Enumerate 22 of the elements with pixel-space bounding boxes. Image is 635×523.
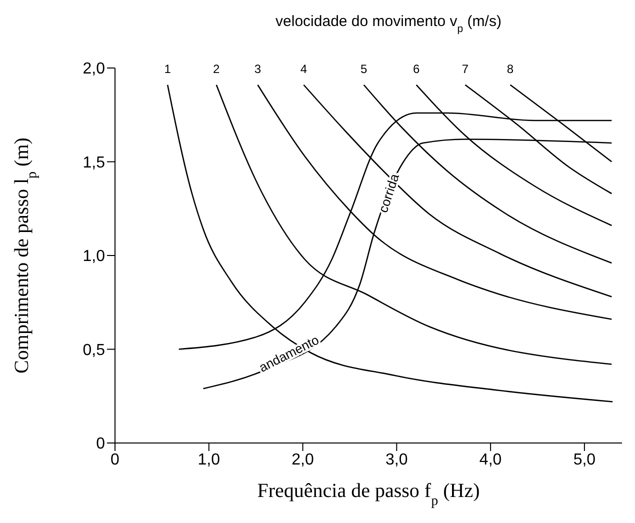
line-series [166,84,614,402]
y-tick-label: 1,0 [82,248,106,266]
series-label: 7 [462,62,469,76]
y-tick-label: 2,0 [82,60,106,78]
x-tick-label: 0 [110,451,120,468]
x-tick-label: 1,0 [198,451,220,468]
series-label: 8 [506,62,514,76]
y-tick-label: 0,5 [82,342,106,359]
x-tick-label: 2,0 [292,451,314,468]
series-label: 6 [413,62,420,76]
x-axis-title: Frequência de passo f$_{p}$ (Hz) [257,480,480,508]
series-label: 3 [254,62,262,76]
series-label: 5 [360,62,368,76]
y-tick-label: 1,5 [82,154,106,172]
y-tick-label: 0 [96,436,106,453]
series-label: 1 [164,62,172,76]
x-tick-label: 4,0 [479,451,502,468]
series-label: 4 [300,62,308,76]
x-tick-label: 3,0 [386,451,408,468]
x-tick-label: 5,0 [573,451,596,468]
chart-title: velocidade do movimento v$_{p}$ (m/s) [276,13,502,35]
series-label: 2 [213,62,220,76]
